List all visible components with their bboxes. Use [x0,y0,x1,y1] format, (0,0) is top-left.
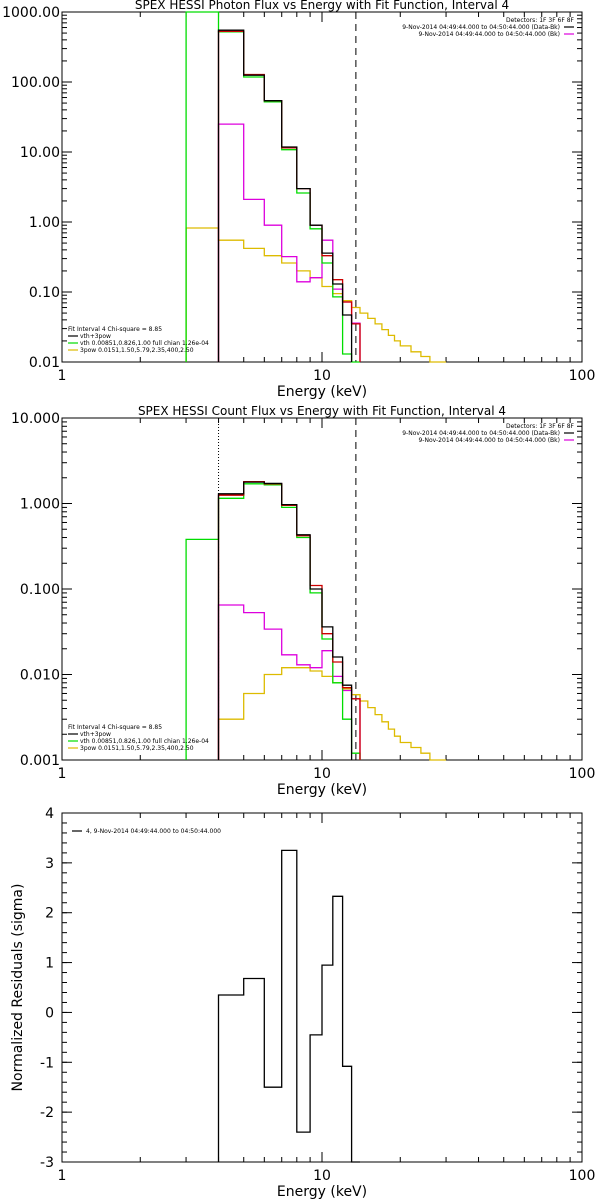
x-tick-label: 100 [569,766,596,782]
x-tick-label: 1 [58,368,67,384]
legend-top-right-text: 9-Nov-2014 04:49:44.000 to 04:50:44.000 … [402,430,560,437]
x-axis-label: Energy (keV) [277,782,367,798]
y-tick-label: -2 [40,1105,54,1121]
y-tick-label: 10.00 [20,145,60,161]
y-axis-label: Normalized Residuals (sigma) [10,884,26,1092]
chart-title: SPEX HESSI Count Flux vs Energy with Fit… [138,404,506,418]
y-tick-label: 0.01 [29,355,60,371]
y-tick-label: 4 [45,806,54,822]
y-tick-label: 100.00 [11,75,60,91]
y-tick-label: 2 [45,906,54,922]
series-black-histogram [217,481,353,760]
legend-bottom-left-text: Fit Interval 4 Chi-square = 8.85 [68,724,162,731]
x-tick-label: 10 [313,766,331,782]
series-red-histogram [217,30,361,362]
y-tick-label: 0.100 [20,582,60,598]
legend-bottom-left-text: Fit Interval 4 Chi-square = 8.85 [68,326,162,333]
legend-bottom-left-text: vth+3pow [80,731,111,738]
series-yellow-histogram [185,227,447,363]
y-tick-label: -3 [40,1155,54,1171]
x-axis-label: Energy (keV) [277,384,367,400]
x-tick-label: 100 [569,1168,596,1184]
plot-frame [61,11,583,363]
legend-top-right-text: 9-Nov-2014 04:49:44.000 to 04:50:44.000 … [402,24,560,31]
legend-text: 4, 9-Nov-2014 04:49:44.000 to 04:50:44.0… [86,828,221,835]
y-tick-label: 0.10 [29,285,60,301]
chart-title: SPEX HESSI Photon Flux vs Energy with Fi… [135,0,509,12]
y-tick-label: -1 [40,1055,54,1071]
x-axis-label: Energy (keV) [277,1184,367,1200]
legend-top-right-text: Detectors: 1F 3F 6F 8F [506,423,575,430]
series-magenta-histogram [217,604,361,760]
legend-bottom-left-text: vth 0.00851,0.826,1.00 full chian 1.26e-… [80,738,209,745]
x-tick-label: 1 [58,766,67,782]
legend-top-right-text: 9-Nov-2014 04:49:44.000 to 04:50:44.000 … [418,31,560,38]
legend-bottom-left-text: 3pow 0.0151,1.50,5.79,2.35,400,2.50 [80,347,194,354]
y-tick-label: 0.010 [20,668,60,684]
series-black-histogram [217,29,353,362]
legend-bottom-left-text: vth+3pow [80,333,111,340]
y-tick-label: 1 [45,956,54,972]
series-red-histogram [217,481,361,760]
series-green-histogram [185,11,360,363]
x-tick-label: 10 [313,1168,331,1184]
x-tick-label: 1 [58,1168,67,1184]
y-tick-label: 1.000 [20,497,60,513]
series-green-histogram [185,483,361,760]
series-magenta-histogram [217,123,361,362]
x-tick-label: 100 [569,368,596,384]
series-black-histogram [217,849,360,1163]
legend-top-right-text: 9-Nov-2014 04:49:44.000 to 04:50:44.000 … [418,437,560,444]
y-tick-label: 10.000 [11,411,60,427]
x-tick-label: 10 [313,368,331,384]
y-tick-label: 0.001 [20,753,60,769]
y-tick-label: 1.00 [29,215,60,231]
legend-top-right-text: Detectors: 1F 3F 6F 8F [506,17,575,24]
y-tick-label: 0 [45,1005,54,1021]
y-tick-label: 3 [45,856,54,872]
legend-bottom-left-text: vth 0.00851,0.826,1.00 full chian 1.26e-… [80,340,209,347]
y-tick-label: 1000.00 [2,5,60,21]
legend-bottom-left-text: 3pow 0.0151,1.50,5.79,2.35,400,2.50 [80,745,194,752]
